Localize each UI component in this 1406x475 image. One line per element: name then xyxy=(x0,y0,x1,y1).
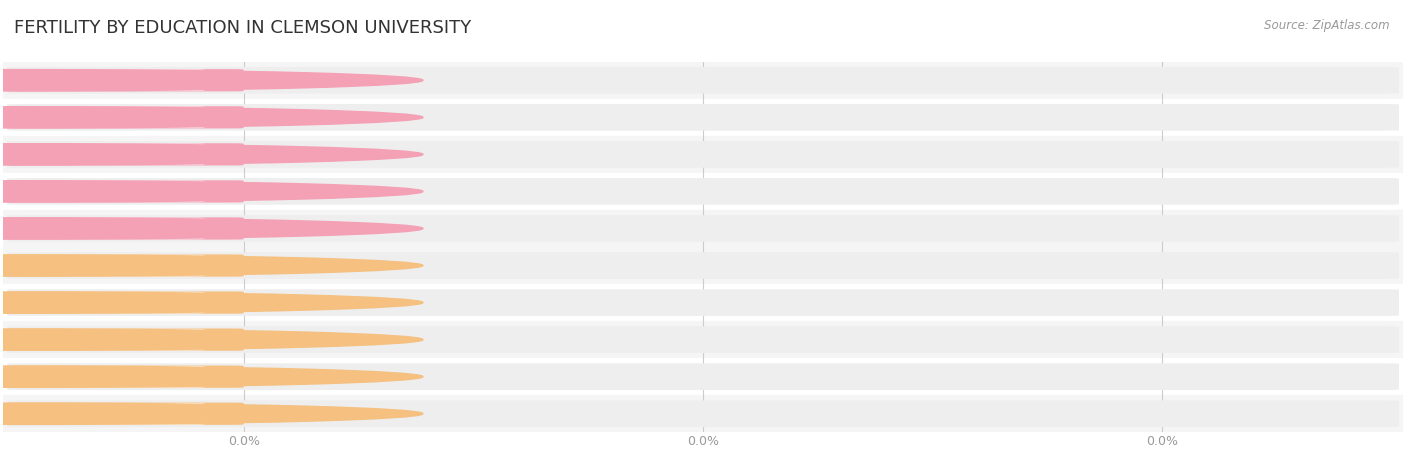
Text: Less than High School: Less than High School xyxy=(42,259,173,272)
FancyBboxPatch shape xyxy=(10,180,204,202)
Text: 0.0%: 0.0% xyxy=(211,370,243,383)
FancyBboxPatch shape xyxy=(8,143,243,165)
Text: FERTILITY BY EDUCATION IN CLEMSON UNIVERSITY: FERTILITY BY EDUCATION IN CLEMSON UNIVER… xyxy=(14,19,471,37)
Text: 0.0: 0.0 xyxy=(217,74,238,87)
Bar xyxy=(3,62,1403,99)
Circle shape xyxy=(0,107,423,128)
FancyBboxPatch shape xyxy=(7,178,1399,205)
Text: High School Diploma: High School Diploma xyxy=(46,296,169,309)
FancyBboxPatch shape xyxy=(7,67,1399,94)
Text: College or Associate's Degree: College or Associate's Degree xyxy=(20,148,195,161)
FancyBboxPatch shape xyxy=(10,106,204,128)
FancyBboxPatch shape xyxy=(8,329,243,351)
Text: Source: ZipAtlas.com: Source: ZipAtlas.com xyxy=(1264,19,1389,32)
Bar xyxy=(3,247,1403,284)
FancyBboxPatch shape xyxy=(10,366,204,388)
Text: Graduate Degree: Graduate Degree xyxy=(56,222,159,235)
Text: College or Associate's Degree: College or Associate's Degree xyxy=(20,333,195,346)
Circle shape xyxy=(0,218,423,239)
FancyBboxPatch shape xyxy=(8,366,243,388)
Text: Bachelor's Degree: Bachelor's Degree xyxy=(53,370,162,383)
Text: 0.0%: 0.0% xyxy=(211,259,243,272)
FancyBboxPatch shape xyxy=(7,400,1399,427)
Text: 0.0: 0.0 xyxy=(217,185,238,198)
FancyBboxPatch shape xyxy=(8,106,243,128)
Bar xyxy=(3,136,1403,173)
Bar xyxy=(3,99,1403,136)
Circle shape xyxy=(0,329,423,350)
Text: 0.0%: 0.0% xyxy=(211,296,243,309)
FancyBboxPatch shape xyxy=(8,69,243,91)
FancyBboxPatch shape xyxy=(8,403,243,425)
FancyBboxPatch shape xyxy=(7,215,1399,242)
Bar xyxy=(3,321,1403,358)
Circle shape xyxy=(0,366,423,387)
Bar xyxy=(3,358,1403,395)
Text: 0.0: 0.0 xyxy=(217,222,238,235)
FancyBboxPatch shape xyxy=(7,104,1399,131)
FancyBboxPatch shape xyxy=(10,329,204,351)
Text: Bachelor's Degree: Bachelor's Degree xyxy=(53,185,162,198)
FancyBboxPatch shape xyxy=(8,218,243,239)
Bar xyxy=(3,210,1403,247)
Text: 0.0%: 0.0% xyxy=(211,407,243,420)
FancyBboxPatch shape xyxy=(10,292,204,314)
Text: Graduate Degree: Graduate Degree xyxy=(56,407,159,420)
FancyBboxPatch shape xyxy=(10,143,204,165)
Text: 0.0: 0.0 xyxy=(217,148,238,161)
Circle shape xyxy=(0,292,423,313)
FancyBboxPatch shape xyxy=(10,255,204,276)
Circle shape xyxy=(0,403,423,424)
Text: 0.0%: 0.0% xyxy=(211,333,243,346)
FancyBboxPatch shape xyxy=(8,292,243,314)
FancyBboxPatch shape xyxy=(10,403,204,425)
FancyBboxPatch shape xyxy=(10,69,204,91)
FancyBboxPatch shape xyxy=(7,141,1399,168)
Text: Less than High School: Less than High School xyxy=(42,74,173,87)
Circle shape xyxy=(0,255,423,276)
FancyBboxPatch shape xyxy=(8,180,243,202)
FancyBboxPatch shape xyxy=(7,252,1399,279)
Text: 0.0: 0.0 xyxy=(217,111,238,124)
FancyBboxPatch shape xyxy=(7,363,1399,390)
Circle shape xyxy=(0,181,423,202)
Bar xyxy=(3,395,1403,432)
Text: High School Diploma: High School Diploma xyxy=(46,111,169,124)
Bar xyxy=(3,284,1403,321)
Circle shape xyxy=(0,144,423,165)
FancyBboxPatch shape xyxy=(7,326,1399,353)
FancyBboxPatch shape xyxy=(8,255,243,276)
FancyBboxPatch shape xyxy=(10,218,204,239)
Circle shape xyxy=(0,70,423,91)
FancyBboxPatch shape xyxy=(7,289,1399,316)
Bar xyxy=(3,173,1403,210)
